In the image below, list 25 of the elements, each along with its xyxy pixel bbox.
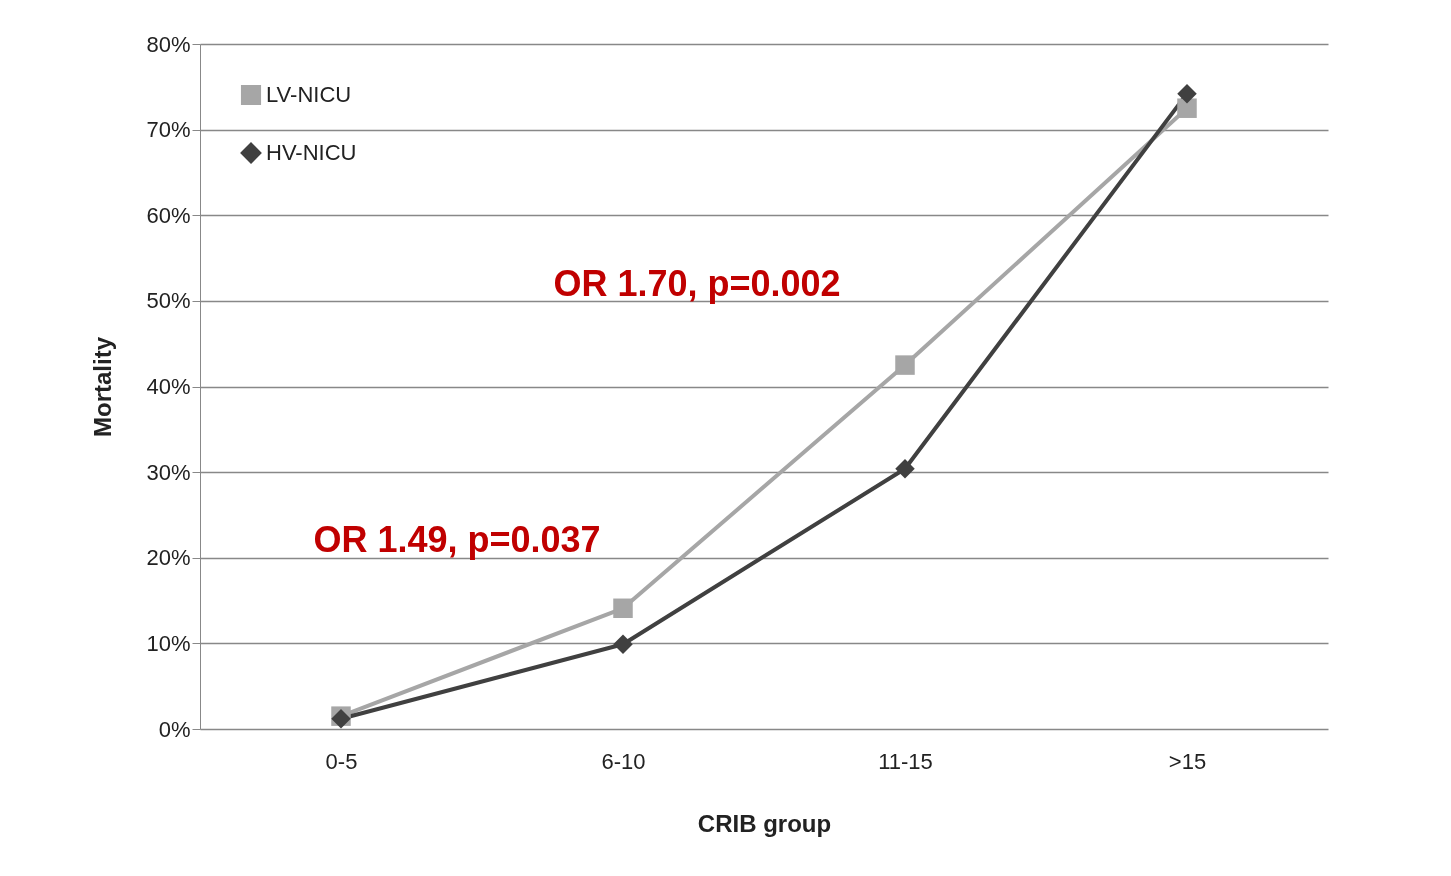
y-tick-label: 80% — [146, 31, 191, 57]
x-tick-label: 0-5 — [325, 748, 358, 774]
y-tick-label: 0% — [158, 716, 191, 742]
annotation: OR 1.70, p=0.002 — [553, 263, 841, 304]
x-tick-label: 11-15 — [878, 748, 933, 774]
y-tick-label: 50% — [146, 288, 191, 314]
point — [613, 634, 633, 654]
y-axis-title: Mortality — [89, 336, 117, 438]
point — [1177, 83, 1197, 104]
point — [613, 598, 633, 619]
point — [1177, 98, 1197, 118]
x-tick-label: 6-10 — [601, 748, 646, 774]
y-tick-label: 20% — [146, 545, 191, 571]
y-tick-label: 40% — [146, 374, 191, 399]
x-tick-label: >15 — [1168, 748, 1207, 774]
point — [895, 355, 915, 375]
y-tick-label: 10% — [146, 630, 191, 656]
point — [895, 458, 915, 479]
legend-label: HV-NICU — [266, 140, 357, 165]
y-tick-label: 70% — [146, 117, 191, 143]
y-tick-label: 60% — [146, 202, 191, 228]
x-axis-title: CRIB group — [697, 809, 832, 837]
annotation: OR 1.49, p=0.037 — [313, 519, 601, 560]
y-tick-label: 30% — [146, 459, 191, 485]
legend-label: LV-NICU — [266, 82, 352, 107]
